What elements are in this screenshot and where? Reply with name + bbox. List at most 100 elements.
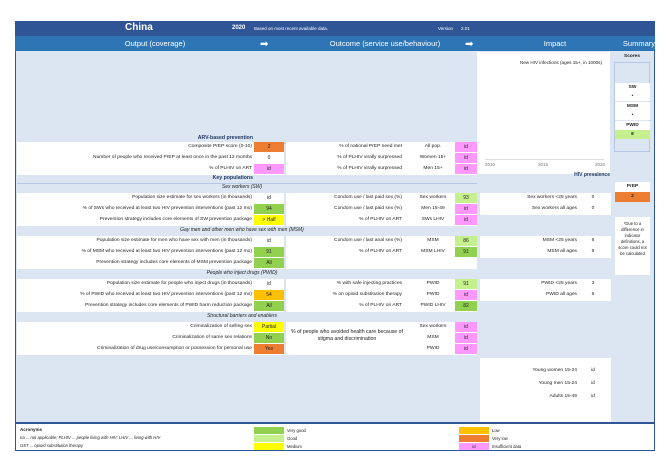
prevalence-label: Young men 15-24 [538,381,577,386]
outcome-group: All pop. [424,144,442,149]
x-tick: 2015 [538,162,549,167]
row-band [286,142,477,153]
output-indicator-value: Yes [254,344,284,354]
section-title: ARV-based prevention [197,135,253,141]
impact-band [480,290,611,301]
outcome-group: PWID [426,281,440,286]
version: 2.01 [461,26,470,31]
outcome-indicator-value: id [455,344,477,354]
impact-header: Impact [543,39,567,48]
section-title: Key populations [212,175,253,181]
subsection-title: People who inject drugs (PWID) [206,270,278,276]
outcome-indicator-value: id [455,204,477,214]
row-band [286,322,477,333]
legend-label: Good [287,436,298,441]
outcome-group: SWs LHIV [421,217,445,222]
row-band [286,204,477,215]
score-label-sw: SW [615,83,650,93]
outcome-indicator-label: Condom use / last paid sex (%) [334,206,402,211]
output-indicator-label: % of PWID who received at least two HIV … [80,292,252,297]
chart-title: New HIV infections (ages 15+, in 1000s) [519,60,602,65]
legend-label: Very good [287,428,306,433]
output-indicator-value: 2 [254,142,284,152]
row-band [286,333,477,344]
prevalence-label: Sex workers all ages [531,206,577,211]
output-indicator-value: id [267,238,271,244]
version-label: Version [438,26,454,31]
legend-label: Medium [287,444,302,449]
subsection-title: Structural barriers and enablers [206,313,278,319]
scores-label: Scores [624,54,640,59]
row-band [17,290,284,301]
legend-label: Low [492,428,500,433]
x-tick: 2010 [485,162,496,167]
row-band [17,215,284,226]
impact-band [480,279,611,290]
prevalence-value: 6 [591,249,595,254]
prep-score-value: 2 [615,192,650,202]
prevalence-value: id [591,394,595,399]
legend: Acronyms na ... not applicable; PLHIV ..… [15,423,655,451]
output-indicator-label: Composite PrEP score (0-10) [188,144,252,149]
output-indicator-label: Criminalization of selling sex [190,324,252,329]
row-band [17,301,284,312]
outcome-indicator-value: id [455,333,477,343]
prevalence-value: 3 [591,281,595,286]
output-indicator-value: No [254,333,284,343]
row-band [286,279,477,290]
score-footnote: *Due to a difference in indicator defini… [615,217,650,275]
output-indicator-label: Population size estimate for sex workers… [132,195,252,200]
score-value-pwid: 8 [615,130,650,139]
stigma-label: % of people who avoided health care beca… [291,329,403,342]
output-indicator-value: id [267,281,271,287]
year: 2020 [232,25,246,31]
outcome-group: Sex workers [419,324,447,329]
outcome-group: MSM [427,238,439,243]
output-indicator-value: > Half [254,215,284,225]
outcome-indicator-value: 86 [455,236,477,246]
score-value-sw: • [615,92,650,101]
prevalence-value: 0 [591,195,595,200]
row-band [286,193,477,204]
outcome-group: PWID [426,292,440,297]
legend-swatch-insufficient: id [459,443,489,450]
row-band [17,164,284,175]
summary-panel: Scores SW • MSM • PWID 8 PrEP 2 *Due to a differ… [612,52,652,282]
outcome-indicator-label: % of PLHIV on ART [359,303,402,308]
output-indicator-label: Number of people who received PrEP at le… [93,155,252,160]
row-band [17,153,284,164]
prep-score-label: PrEP [615,182,650,192]
impact-band [480,236,611,247]
score-label-msm: MSM [615,102,650,112]
outcome-indicator-value: id [455,142,477,152]
row-band [286,258,477,269]
outcome-group: MSM [427,335,439,340]
output-indicator-label: Criminalization of drug use/consumption … [97,346,252,351]
outcome-indicator-label: % on opioid substitution therapy [332,292,402,297]
row-band [286,236,477,247]
outcome-indicator-label: % of PLHIV on ART [359,249,402,254]
subsection-title: Gay men and other men who have sex with … [180,227,304,233]
column-header-bar: Output (coverage) ➡ Outcome (service use… [15,36,655,51]
score-value-msm: • [615,111,650,120]
row-band [286,247,477,258]
output-indicator-value: 94 [254,204,284,214]
section-divider [17,183,477,184]
outcome-indicator-value: 91 [455,279,477,289]
prevalence-value: 0 [591,206,595,211]
legend-swatch-very_good [254,427,284,434]
row-band [286,344,477,355]
output-indicator-label: % of MSM who received at least two HIV p… [81,249,252,254]
output-indicator-label: Prevention strategy includes core elemen… [99,217,252,222]
outcome-group: MSM LHIV [421,249,445,254]
prevalence-label: MSM <25 years [542,238,577,243]
chart-x-axis [485,159,604,160]
arrow-right-icon: ➡ [260,39,269,50]
prevalence-label: PWID <25 years [541,281,577,286]
output-indicator-value: All [254,258,284,268]
output-indicator-label: Prevention strategy includes core elemen… [85,303,252,308]
row-band [17,247,284,258]
prevalence-label: PWID all ages [546,292,577,297]
row-band [17,193,284,204]
output-indicator-value: id [254,164,284,174]
